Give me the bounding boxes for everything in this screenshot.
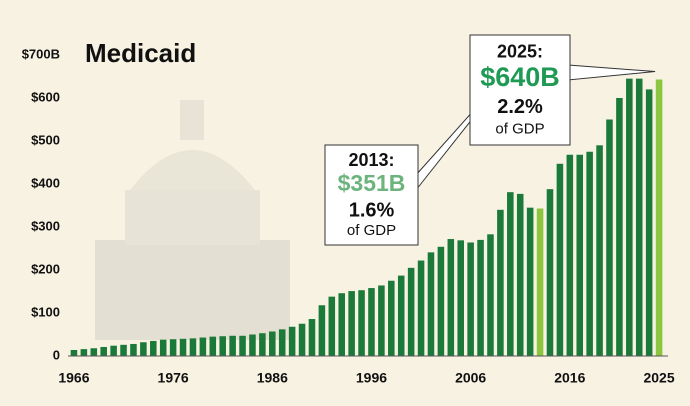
bar [239,335,246,356]
callout-note: of GDP [347,222,396,239]
callout-share: 2.2% [497,96,543,118]
bar [110,345,117,356]
bar [596,145,603,356]
bar [368,288,375,356]
y-tick-label: $200 [31,261,60,276]
bar [140,342,147,356]
bar [150,340,157,356]
callout-year: 2013: [348,150,394,170]
y-tick-label: $700B [22,46,60,61]
y-tick-label: $600 [31,89,60,104]
callout-amount: $351B [338,170,406,196]
bar [269,331,276,356]
y-tick-label: $400 [31,175,60,190]
bar [229,335,236,356]
x-tick-label: 1986 [257,370,288,386]
bar [298,323,306,356]
bar [477,239,484,356]
bar [318,305,326,356]
bar [219,336,226,356]
x-tick-label: 1996 [356,370,387,386]
callout-box [324,144,419,246]
bar [259,333,266,356]
bar [417,260,425,356]
bar [179,338,187,356]
bar [80,349,88,356]
bar [308,319,316,356]
y-tick-label: $500 [31,132,60,147]
bar [487,234,494,356]
bar [576,154,584,356]
bar [169,339,177,356]
bar [566,154,574,356]
bar [378,285,385,356]
bar [278,329,286,356]
callout-box [469,34,571,146]
callout-year: 2025: [497,41,543,61]
bar [556,163,564,356]
bar [70,349,78,356]
bar [536,208,544,356]
bar [635,78,643,357]
bar [338,293,345,356]
bar [447,239,455,356]
bar [606,119,613,356]
chart-title: Medicaid [85,38,196,68]
bar [516,193,524,356]
bar [626,78,633,357]
x-tick-label: 2025 [643,370,674,386]
bar [645,89,653,357]
bar [348,291,355,356]
bar [90,348,98,356]
bar [120,344,127,356]
x-tick-label: 1966 [58,370,89,386]
callout-note: of GDP [495,121,544,138]
x-tick-label: 2006 [455,370,486,386]
bar [507,192,514,356]
bar [546,189,554,356]
x-tick-label: 2016 [554,370,585,386]
bar [497,209,504,356]
bar [397,275,405,356]
bar [457,240,464,356]
x-tick-label: 1976 [158,370,189,386]
callout-share: 1.6% [349,199,395,221]
bar [407,267,415,356]
bar [130,343,137,356]
bar [209,336,217,356]
bar [358,290,365,356]
bar [586,151,593,356]
y-tick-label: $100 [31,304,60,319]
bar [199,337,207,356]
bar [388,280,395,356]
bar [427,252,435,356]
callout-amount: $640B [480,62,560,92]
y-tick-label: 0 [53,347,60,362]
bar [159,339,167,356]
capitol-illustration [95,100,290,340]
bar [526,207,534,356]
bar [249,334,256,356]
bar [288,326,296,356]
bar [328,296,336,356]
bar [616,98,623,356]
bar [189,338,197,356]
bar [437,246,445,356]
bar [467,242,474,356]
y-tick-label: $300 [31,218,60,233]
bar [655,79,663,356]
bar [100,346,107,356]
